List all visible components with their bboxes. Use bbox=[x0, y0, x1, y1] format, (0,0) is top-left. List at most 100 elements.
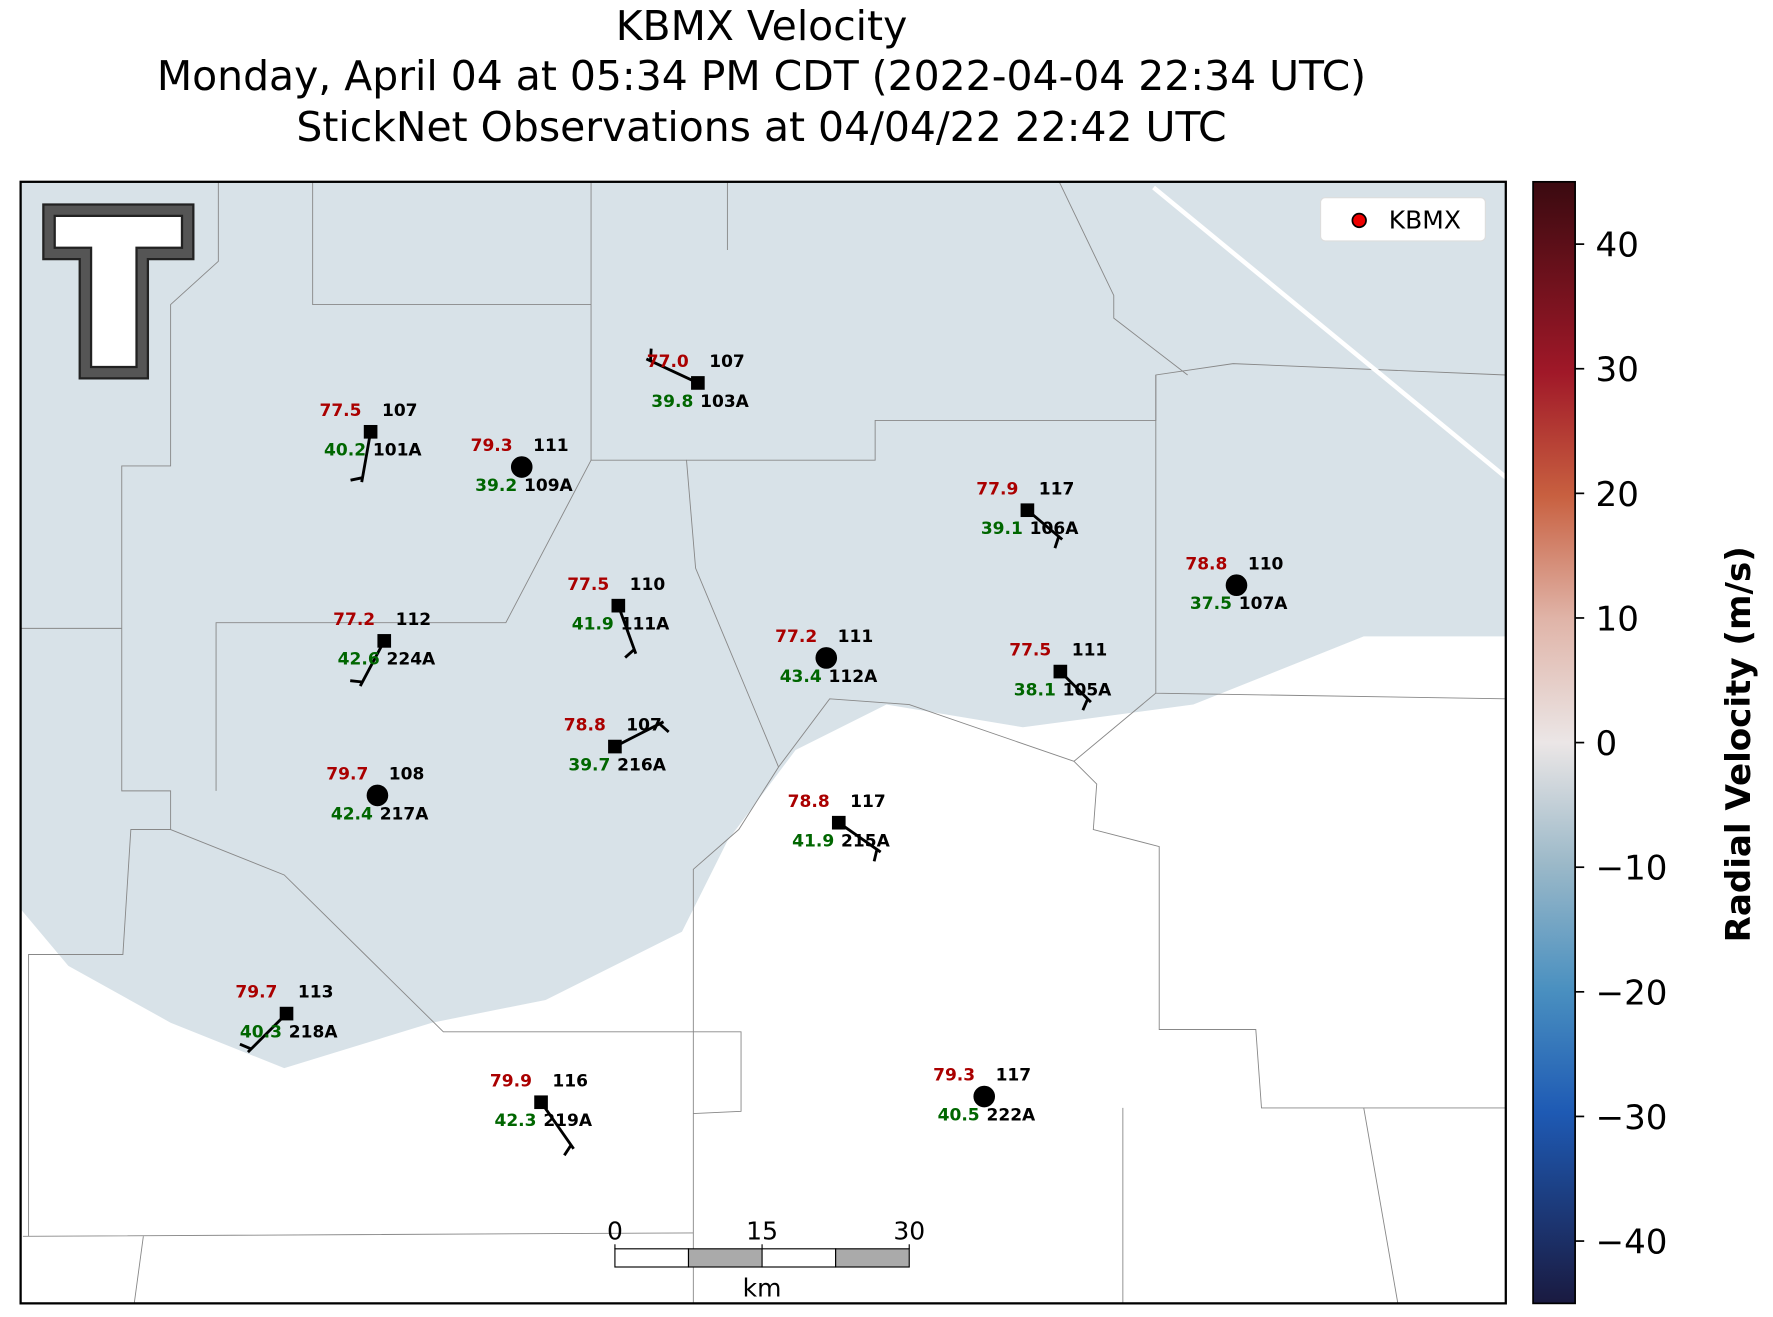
temperature: 77.5 bbox=[1009, 641, 1051, 661]
station-marker bbox=[366, 784, 389, 807]
station-value: 110 bbox=[630, 575, 666, 595]
station-marker bbox=[363, 424, 378, 439]
colorbar-tick-label: −10 bbox=[1596, 849, 1668, 889]
colorbar-tick-label: −20 bbox=[1596, 973, 1668, 1013]
legend-label: KBMX bbox=[1389, 205, 1461, 234]
colorbar-tick-label: 40 bbox=[1596, 226, 1639, 266]
station-id: 224A bbox=[387, 650, 437, 670]
station-id: 103A bbox=[700, 392, 750, 412]
station-value: 117 bbox=[1039, 479, 1075, 499]
temperature: 78.8 bbox=[788, 792, 830, 812]
station-id: 217A bbox=[380, 804, 430, 824]
station-value: 107 bbox=[709, 352, 745, 372]
wind-barb bbox=[350, 431, 373, 483]
station-id: 101A bbox=[373, 441, 423, 461]
station-id: 222A bbox=[986, 1105, 1036, 1125]
wind-barb bbox=[614, 720, 670, 748]
dewpoint: 39.7 bbox=[568, 755, 610, 775]
dewpoint: 40.5 bbox=[938, 1105, 980, 1125]
temperature: 77.2 bbox=[775, 627, 817, 647]
scale-unit: km bbox=[743, 1274, 782, 1303]
title-line: Monday, April 04 at 05:34 PM CDT (2022-0… bbox=[157, 52, 1366, 100]
scale-segment bbox=[687, 1248, 763, 1268]
temperature: 79.9 bbox=[490, 1071, 532, 1091]
dewpoint: 39.1 bbox=[981, 519, 1023, 539]
temperature: 79.7 bbox=[326, 765, 368, 785]
temperature: 77.2 bbox=[333, 610, 375, 630]
temperature: 79.3 bbox=[471, 436, 513, 456]
station-id: 216A bbox=[617, 755, 667, 775]
station-marker bbox=[1020, 503, 1035, 518]
logo bbox=[42, 203, 195, 380]
colorbar-tick-label: −40 bbox=[1596, 1223, 1668, 1263]
station-id: 111A bbox=[621, 615, 671, 635]
station-id: 218A bbox=[289, 1022, 339, 1042]
wind-barb bbox=[350, 640, 386, 687]
station-id: 106A bbox=[1030, 519, 1080, 539]
station-value: 112 bbox=[396, 610, 432, 630]
wind-barb bbox=[837, 821, 882, 862]
station-value: 107 bbox=[626, 716, 662, 736]
colorbar-tick-label: 0 bbox=[1596, 724, 1618, 764]
station-value: 111 bbox=[838, 627, 874, 647]
temperature: 79.3 bbox=[933, 1066, 975, 1086]
dewpoint: 42.3 bbox=[494, 1111, 536, 1131]
station-id: 107A bbox=[1239, 594, 1289, 614]
dewpoint: 43.4 bbox=[780, 667, 822, 687]
station-value: 107 bbox=[382, 401, 418, 421]
station-id: 219A bbox=[543, 1111, 593, 1131]
station-value: 110 bbox=[1248, 554, 1284, 574]
colorbar-tick-label: 20 bbox=[1596, 475, 1639, 515]
temperature: 77.5 bbox=[567, 575, 609, 595]
temperature: 78.8 bbox=[1185, 554, 1227, 574]
station-value: 117 bbox=[996, 1066, 1032, 1086]
dewpoint: 41.9 bbox=[572, 615, 614, 635]
scale-bar: 0 15 30 km bbox=[607, 1217, 925, 1303]
station-marker bbox=[377, 634, 392, 648]
beam-line bbox=[1152, 185, 1508, 480]
dewpoint: 37.5 bbox=[1190, 594, 1232, 614]
station-marker bbox=[1053, 664, 1068, 679]
station-marker bbox=[831, 815, 846, 830]
dewpoint: 42.6 bbox=[338, 650, 380, 670]
county-lines bbox=[20, 181, 1506, 1304]
colorbar-tick-label: −30 bbox=[1596, 1098, 1668, 1138]
scale-tick-label: 30 bbox=[893, 1217, 925, 1246]
title-line: KBMX Velocity bbox=[616, 2, 908, 50]
temperature: 77.0 bbox=[647, 352, 689, 372]
dewpoint: 41.9 bbox=[792, 832, 834, 852]
colorbar-tick-label: 10 bbox=[1596, 599, 1639, 639]
colorbar: Radial Velocity (m/s) −40 −30 −20 −10 0 10 20 3… bbox=[1532, 180, 1759, 1305]
station-id: 105A bbox=[1063, 680, 1113, 700]
station-value: 111 bbox=[1072, 641, 1108, 661]
temperature: 77.9 bbox=[976, 479, 1018, 499]
station-marker bbox=[973, 1085, 996, 1108]
wind-barb bbox=[539, 1101, 575, 1157]
map-area: KBMX 77.5 107 40.2 101A 79.3 111 39.2 109A 77.0 1… bbox=[19, 180, 1508, 1305]
station-marker bbox=[534, 1095, 548, 1110]
radar-echo bbox=[20, 181, 1506, 1069]
station-value: 111 bbox=[533, 436, 569, 456]
station-value: 116 bbox=[552, 1071, 588, 1091]
station-marker bbox=[691, 376, 705, 390]
dewpoint: 38.1 bbox=[1014, 680, 1056, 700]
temperature: 78.8 bbox=[564, 716, 606, 736]
wind-barb bbox=[616, 605, 638, 659]
scale-segment bbox=[614, 1248, 690, 1268]
station-id: 112A bbox=[829, 667, 879, 687]
scale-segment bbox=[761, 1248, 837, 1268]
wind-barb bbox=[645, 348, 699, 385]
station-marker bbox=[608, 739, 622, 754]
station-id: 109A bbox=[524, 476, 574, 496]
colorbar-tick-label: 30 bbox=[1596, 350, 1639, 390]
dewpoint: 42.4 bbox=[331, 804, 373, 824]
station-id: 215A bbox=[841, 832, 891, 852]
station-value: 113 bbox=[298, 983, 334, 1003]
station-value: 117 bbox=[850, 792, 886, 812]
station-value: 108 bbox=[389, 765, 425, 785]
scale-segment bbox=[835, 1248, 910, 1268]
dewpoint: 39.2 bbox=[475, 476, 517, 496]
station-marker bbox=[611, 598, 626, 613]
